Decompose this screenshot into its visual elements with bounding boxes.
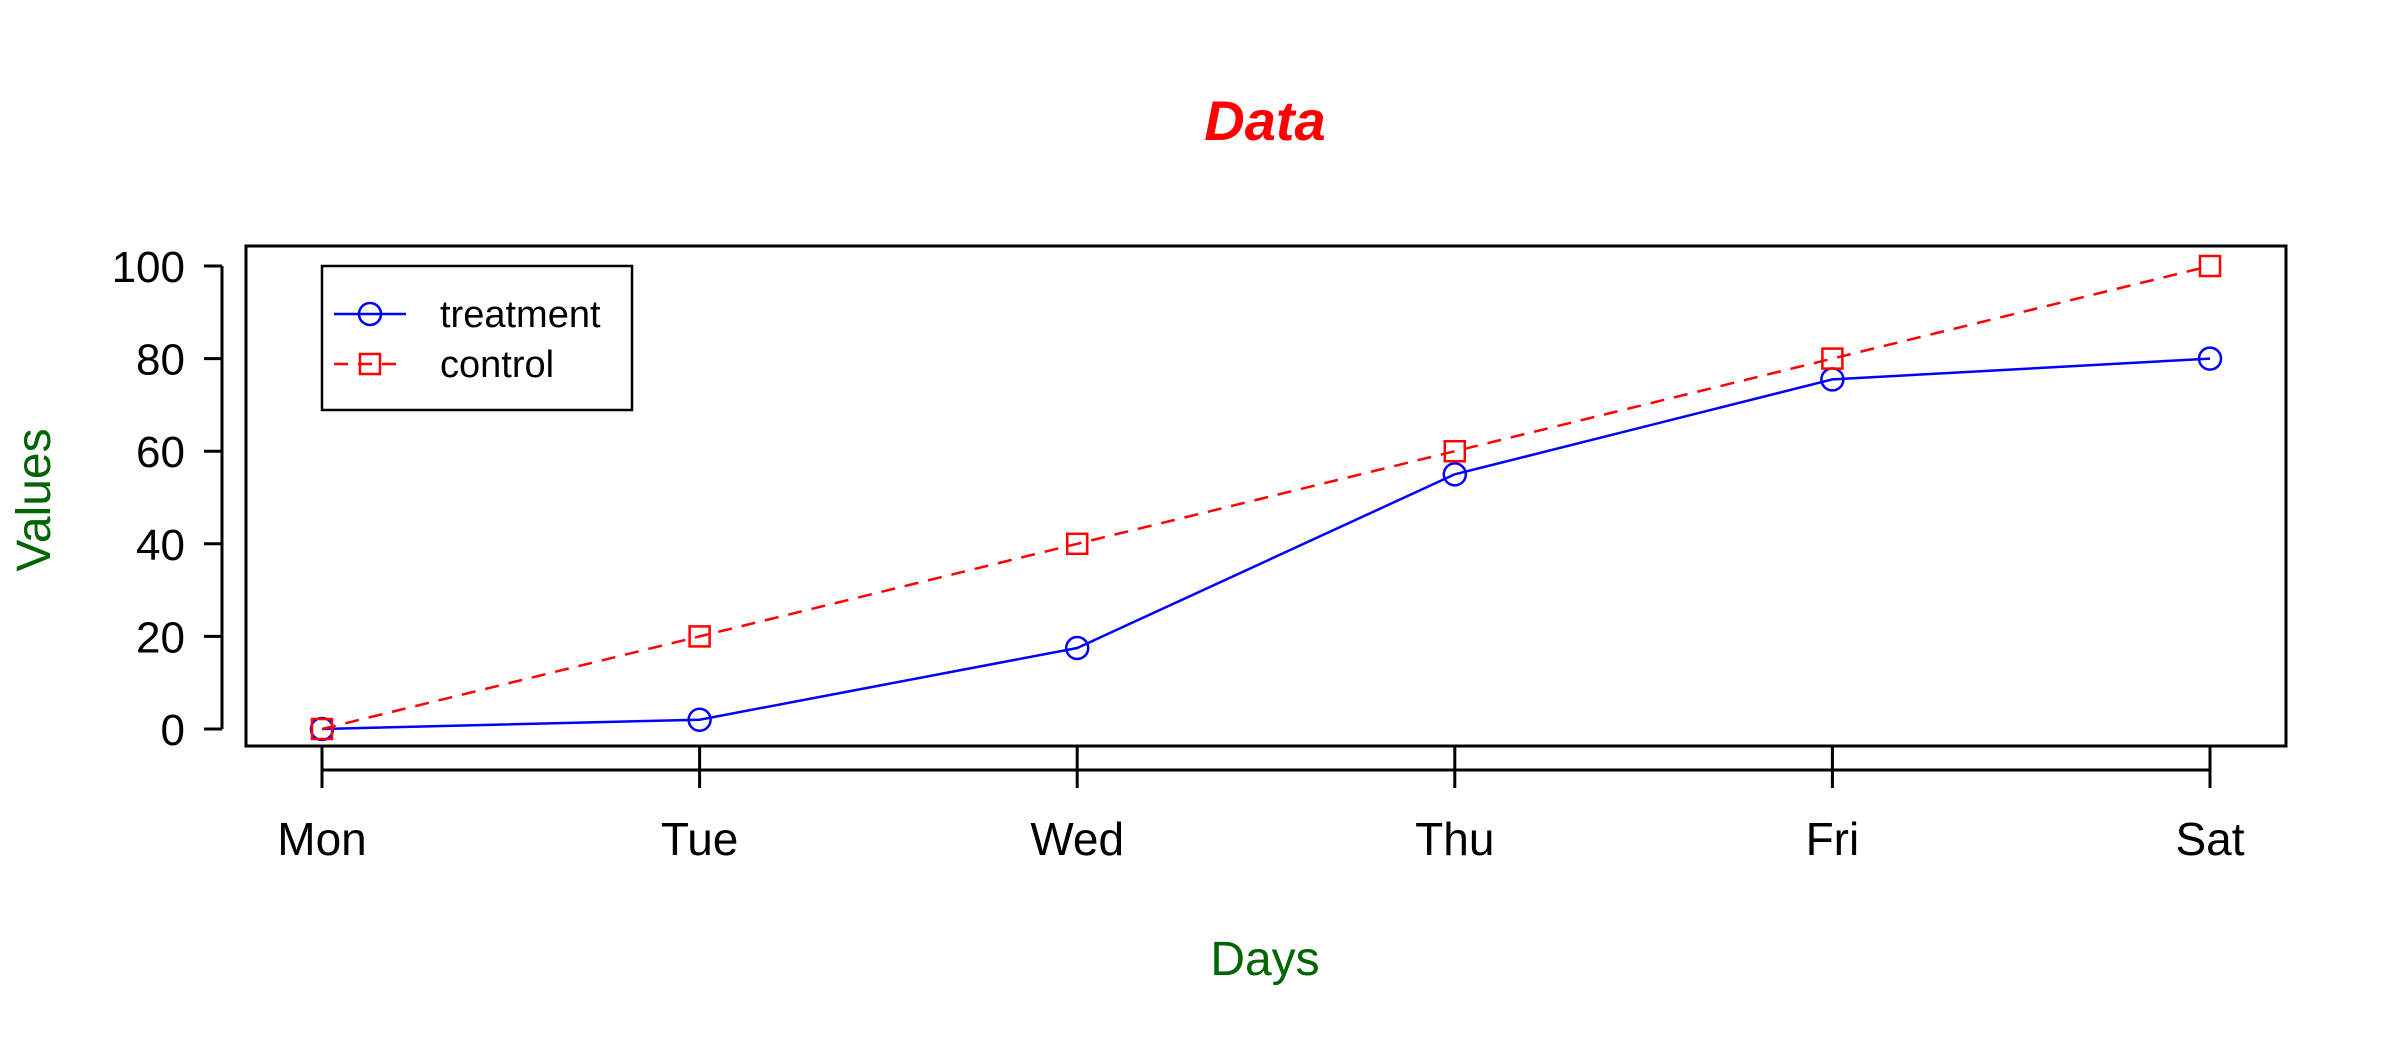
- legend-marker-treatment: [357, 301, 383, 327]
- y-tick-label: 40: [136, 521, 185, 570]
- y-tick-label: 0: [161, 706, 185, 755]
- x-tick-label: Fri: [1806, 813, 1860, 865]
- legend-label-control: control: [440, 344, 554, 386]
- x-tick-label: Mon: [277, 813, 366, 865]
- series-layer: [309, 254, 2223, 742]
- data-point-treatment: [1064, 635, 1090, 661]
- y-tick-label: 80: [136, 336, 185, 385]
- legend-label-treatment: treatment: [440, 294, 601, 336]
- data-point-control: [2198, 254, 2222, 278]
- y-tick-label: 20: [136, 613, 185, 662]
- data-point-control: [688, 625, 711, 648]
- series-control: [310, 254, 2222, 741]
- chart-title: Data: [1204, 89, 1325, 152]
- y-axis-label: Values: [8, 428, 61, 571]
- x-tick-label: Thu: [1415, 813, 1494, 865]
- x-tick-label: Sat: [2175, 813, 2244, 865]
- y-tick-label: 100: [112, 243, 185, 292]
- legend-marker-control: [358, 352, 382, 376]
- data-point-control: [310, 717, 334, 741]
- data-point-treatment: [2197, 346, 2223, 371]
- axes: 0 20 40 60 80 100 Mon Tue Wed Thu Fri Sat: [112, 243, 2245, 865]
- data-point-control: [1821, 347, 1844, 370]
- series-treatment: [309, 346, 2223, 742]
- x-tick-label: Wed: [1030, 813, 1124, 865]
- x-axis-label: Days: [1210, 933, 1319, 986]
- y-tick-label: 60: [136, 428, 185, 477]
- data-point-treatment: [1442, 462, 1468, 487]
- legend: treatment control: [320, 264, 634, 412]
- series-line-control: [321, 264, 2211, 731]
- data-point-treatment: [687, 707, 712, 732]
- series-line-treatment: [321, 357, 2211, 731]
- x-tick-label: Tue: [661, 813, 739, 865]
- plot-frame: [244, 244, 2288, 748]
- legend-box: [320, 264, 634, 412]
- data-point-control: [1443, 439, 1467, 463]
- data-point-control: [1065, 532, 1089, 556]
